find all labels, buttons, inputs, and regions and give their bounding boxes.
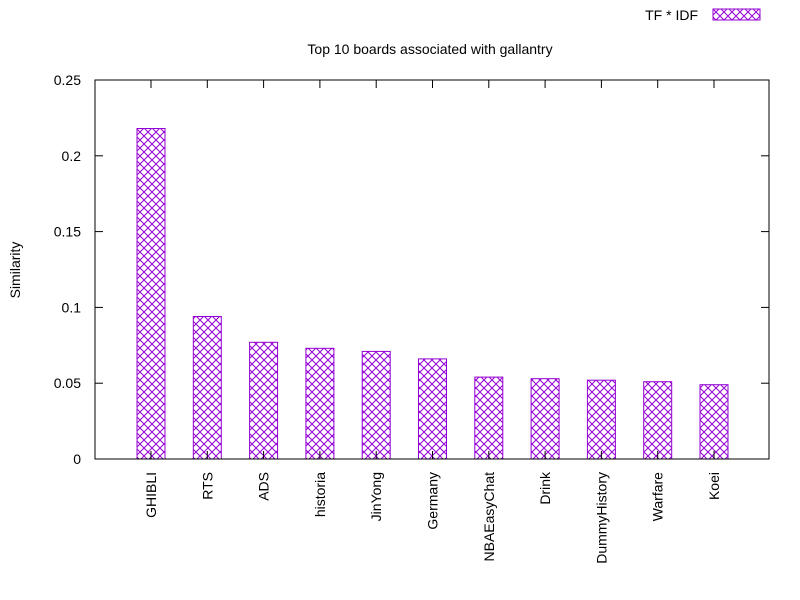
y-tick-label: 0 — [73, 451, 81, 467]
y-tick-label: 0.1 — [62, 299, 82, 315]
legend: TF * IDF — [645, 7, 761, 23]
x-ticks-group: GHIBLI RTS ADS historia JinYong Germany NBAEas… — [143, 80, 722, 564]
y-tick-label: 0.2 — [62, 148, 82, 164]
x-tick-label: JinYong — [368, 472, 384, 521]
bar-historia — [305, 347, 335, 460]
legend-swatch — [712, 8, 761, 21]
plot-frame — [94, 79, 770, 460]
x-tick-label: RTS — [199, 472, 215, 500]
x-tick-label: ADS — [256, 472, 272, 501]
bar-ghibli — [136, 128, 166, 460]
x-tick-label: DummyHistory — [593, 472, 609, 564]
bar-ads — [249, 341, 279, 460]
bar-nbaeasychat — [474, 376, 504, 460]
legend-label: TF * IDF — [645, 7, 698, 23]
y-ticks-group: 0 0.05 0.1 0.15 0.2 0.25 — [54, 72, 769, 467]
x-tick-label: historia — [312, 472, 328, 517]
x-tick-label: NBAEasyChat — [481, 472, 497, 562]
chart-title: Top 10 boards associated with gallantry — [307, 41, 552, 57]
bar-germany — [418, 358, 447, 460]
y-axis-label: Similarity — [7, 242, 23, 299]
x-tick-label: Warfare — [650, 472, 666, 521]
bar-koei — [699, 384, 729, 460]
bar-jinyong — [361, 350, 391, 460]
bar-dummyhistory — [586, 379, 616, 460]
bar-drink — [530, 378, 560, 460]
x-tick-label: GHIBLI — [143, 472, 159, 518]
y-tick-label: 0.25 — [54, 72, 81, 88]
x-tick-label: Germany — [425, 472, 441, 530]
y-tick-label: 0.05 — [54, 375, 81, 391]
x-tick-label: Drink — [537, 471, 553, 505]
bar-warfare — [643, 381, 673, 460]
bars-group — [136, 128, 729, 460]
bar-rts — [192, 316, 222, 460]
x-tick-label: Koei — [706, 472, 722, 500]
y-tick-label: 0.15 — [54, 224, 81, 240]
